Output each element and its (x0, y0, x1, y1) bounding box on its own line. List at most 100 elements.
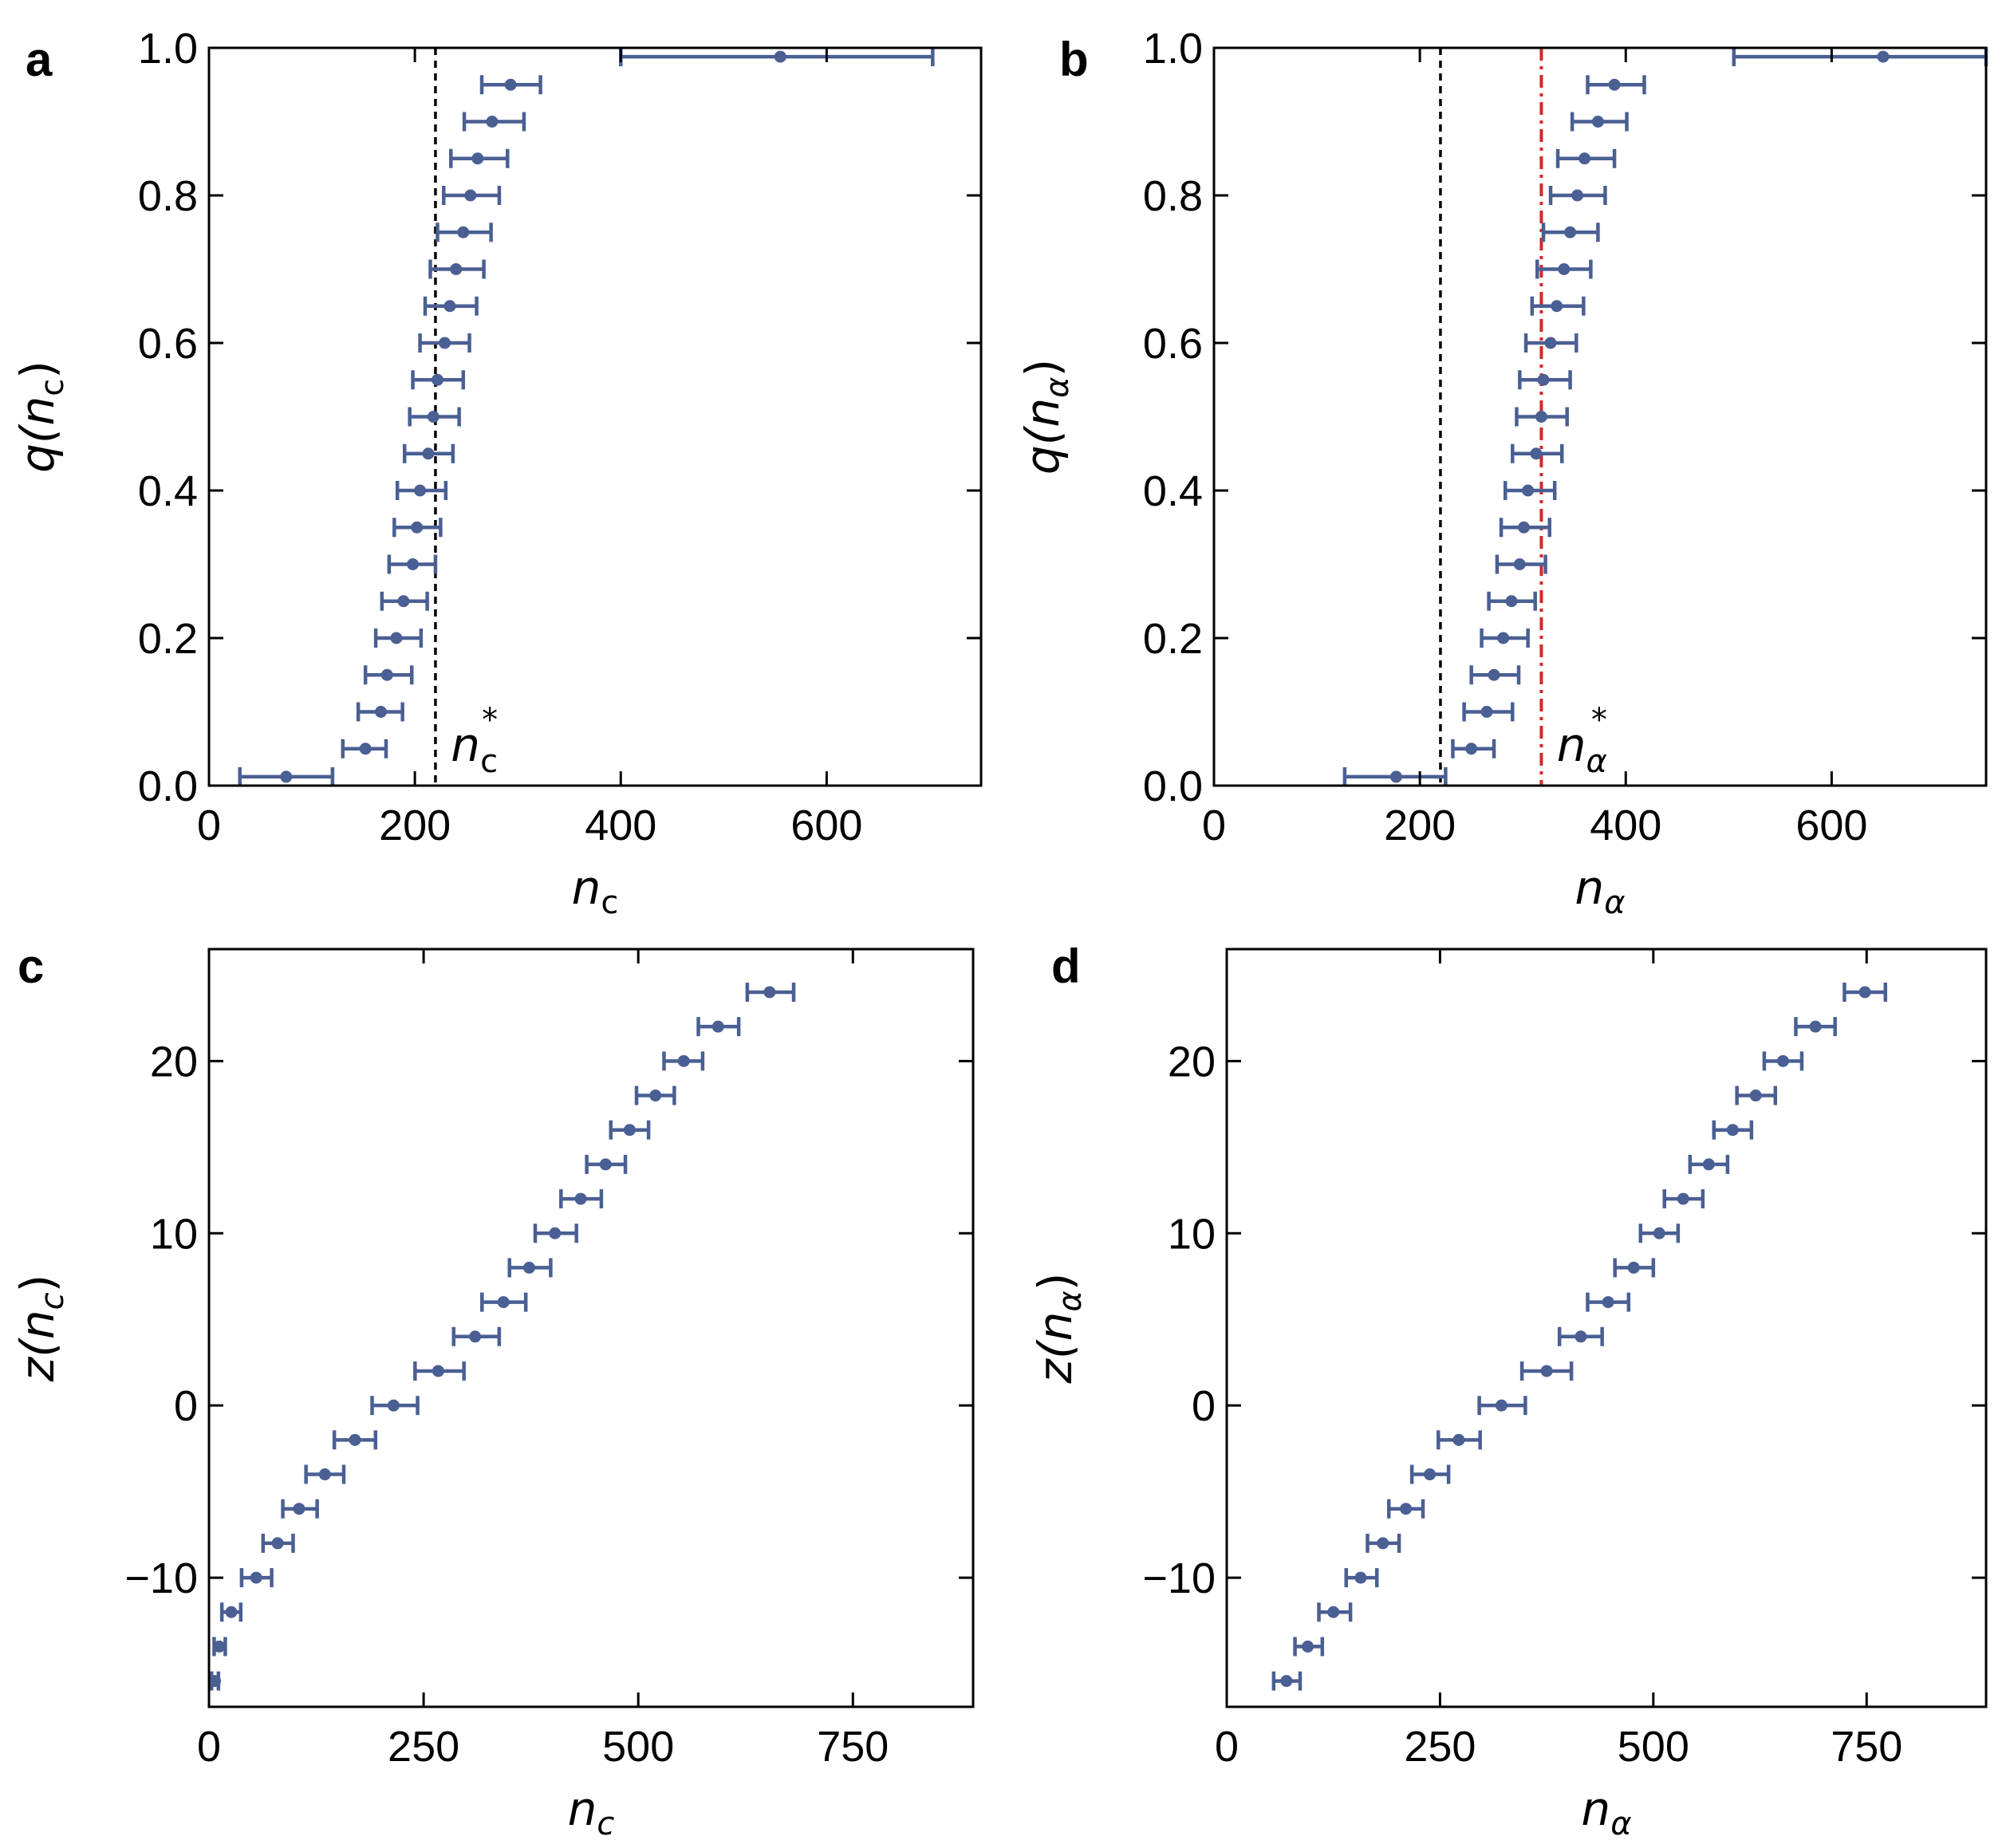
data-point (1499, 518, 1552, 538)
marker (1465, 743, 1478, 755)
data-point (1451, 739, 1496, 759)
marker (599, 1158, 612, 1171)
marker (1497, 632, 1510, 644)
panel-c: c 0 250 500 750 −10 0 10 20 nc z(nc) (10, 940, 975, 1842)
marker (271, 1537, 284, 1550)
marker (1540, 1365, 1553, 1377)
data-point (387, 554, 438, 574)
data-point (423, 296, 479, 316)
panel-d: d 0 250 500 750 −10 0 10 20 nα z(nα) (1028, 940, 1988, 1842)
y-tick-label: 0 (1192, 1382, 1216, 1430)
x-axis-label: nc (568, 1782, 615, 1842)
data-point (1843, 982, 1888, 1002)
marker (522, 1261, 535, 1274)
x-axis-label: nc (572, 861, 619, 921)
y-axis-label: z(nα) (1028, 1273, 1089, 1385)
data-point (1530, 296, 1586, 316)
marker (1452, 1433, 1465, 1446)
marker (209, 1675, 222, 1688)
x-tick-label: 500 (602, 1723, 674, 1771)
marker (471, 152, 484, 165)
y-axis-label: z(nc) (10, 1275, 71, 1382)
marker (225, 1606, 238, 1618)
marker (407, 558, 420, 570)
data-point (1477, 1396, 1527, 1416)
marker (1574, 1330, 1587, 1343)
marker (349, 1433, 361, 1446)
data-point (1570, 112, 1629, 132)
data-point (304, 1464, 346, 1484)
data-point (1519, 1361, 1574, 1381)
marker (397, 595, 410, 608)
x-tick-label: 250 (1404, 1723, 1476, 1771)
data-point (585, 1154, 628, 1174)
data-point (209, 1671, 222, 1691)
marker (411, 521, 424, 534)
data-point (480, 1292, 528, 1312)
data-point (373, 628, 424, 648)
marker (1302, 1640, 1314, 1653)
y-tick-label: 0.4 (1143, 467, 1203, 515)
data-point (1386, 1499, 1425, 1519)
marker (1627, 1261, 1640, 1274)
data-point (1293, 1637, 1325, 1657)
y-tick-label: 20 (150, 1038, 198, 1086)
data-point (745, 982, 796, 1002)
y-tick-label: 0.4 (138, 467, 198, 515)
marker (1608, 78, 1621, 91)
data-point (451, 1326, 502, 1346)
x-tick-label: 200 (1384, 802, 1456, 849)
data-point (1613, 1258, 1656, 1278)
marker (1702, 1158, 1715, 1171)
data-point (533, 1223, 578, 1243)
data-point (1794, 1017, 1837, 1037)
marker (427, 411, 439, 423)
marker (1776, 1054, 1789, 1067)
data-point (436, 223, 493, 242)
y-tick-label: 0.0 (138, 762, 198, 810)
data-point (413, 1361, 466, 1381)
panel-letter: b (1059, 33, 1089, 86)
marker (1544, 337, 1557, 349)
threshold-annotation: nα* (1557, 702, 1607, 780)
data-point (395, 481, 448, 500)
marker (1564, 226, 1577, 238)
marker (504, 78, 517, 91)
x-axis-label: nα (1574, 861, 1625, 921)
marker (1354, 1571, 1367, 1584)
data-point (1317, 1602, 1353, 1622)
y-tick-label: 20 (1168, 1038, 1216, 1086)
data-point (1586, 75, 1646, 95)
data-point (418, 333, 471, 353)
x-tick-label: 200 (379, 802, 451, 849)
axes-frame (207, 46, 983, 787)
data-point (1557, 1326, 1604, 1346)
x-tick-label: 250 (388, 1723, 459, 1771)
data-point (332, 1430, 378, 1450)
data-point (1548, 186, 1607, 205)
data-point (1662, 1189, 1705, 1209)
axes-frame (1225, 948, 1988, 1708)
data-point (380, 591, 429, 611)
data-point (238, 766, 335, 786)
marker (623, 1124, 636, 1137)
data-point (442, 186, 502, 205)
y-tick-label: −10 (1142, 1554, 1216, 1602)
data-point (1523, 333, 1578, 353)
data-point (356, 702, 404, 722)
y-tick-label: 1.0 (138, 25, 198, 73)
panel-letter: c (18, 940, 44, 993)
data-point (619, 47, 935, 67)
y-tick-label: 0.8 (1143, 172, 1203, 220)
marker (1327, 1606, 1340, 1618)
marker (1591, 116, 1604, 128)
marker (649, 1089, 662, 1102)
data-point (507, 1258, 553, 1278)
marker (774, 50, 786, 63)
data-point (662, 1051, 705, 1071)
data-point (219, 1602, 243, 1622)
data-point (1469, 665, 1521, 685)
data-point (609, 1120, 651, 1140)
data-point (449, 148, 510, 168)
data-point (1518, 370, 1572, 390)
